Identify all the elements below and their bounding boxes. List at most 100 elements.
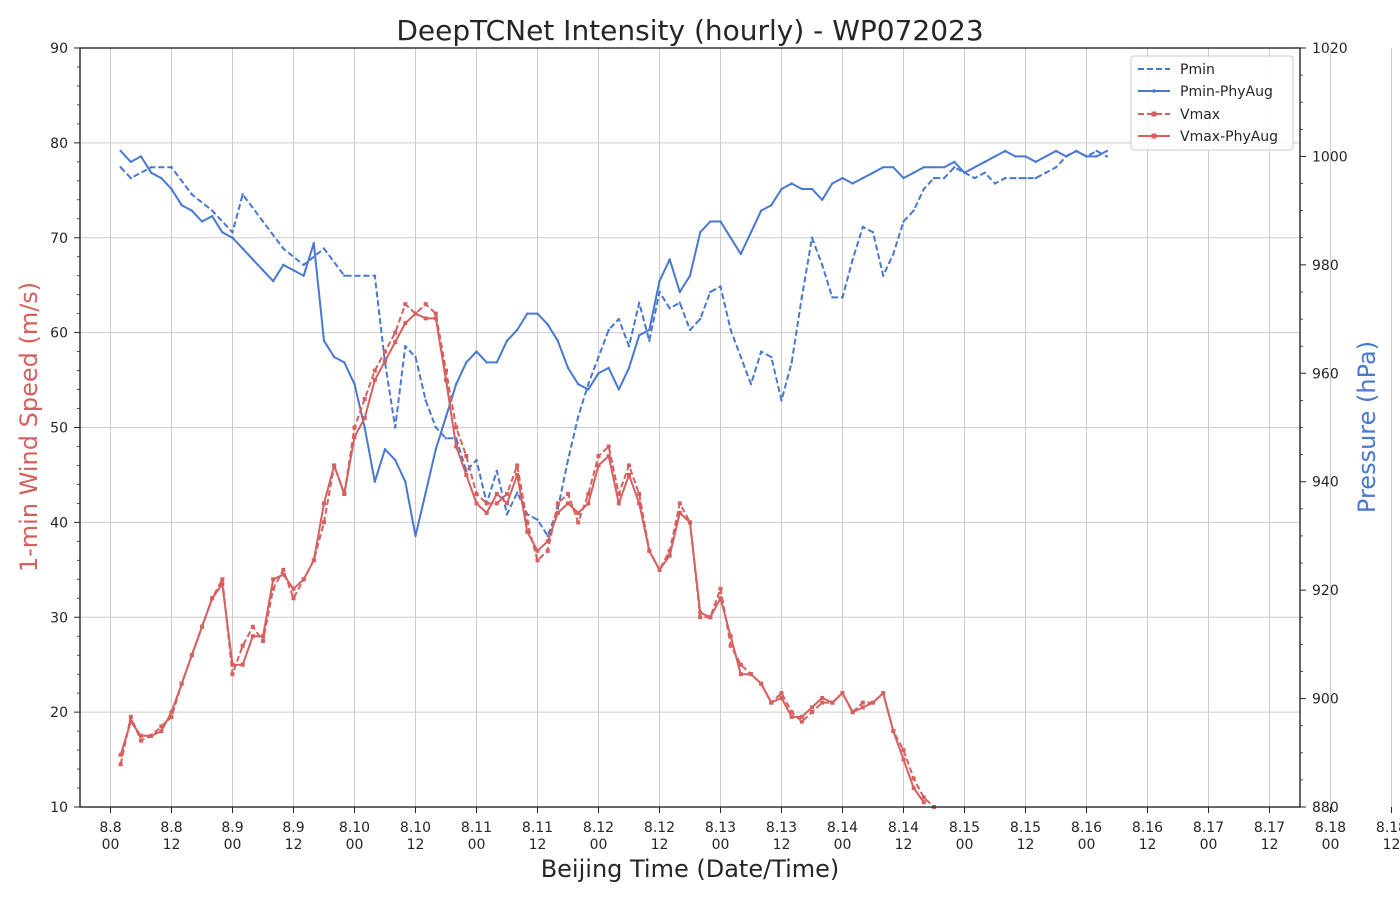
data-point-pmin [739,355,743,359]
data-point-pmin [434,426,438,429]
data-point-pmin-phyaug [495,361,499,364]
data-point-pmin [515,491,519,494]
data-point-vmax-phyaug [555,510,560,515]
data-point-vmax-phyaug [708,615,713,620]
x-tick-label-date: 8.8 [160,820,182,836]
data-point-pmin-phyaug [383,447,387,451]
data-point-vmax [698,615,703,620]
right-tick-label: 1000 [1312,149,1348,165]
data-point-pmin-phyaug [739,252,743,256]
data-point-vmax [627,463,631,468]
data-point-pmin-phyaug [1034,160,1037,164]
data-point-vmax [423,302,428,307]
data-point-pmin-phyaug [871,171,875,174]
data-point-pmin [973,176,976,180]
data-point-pmin [1024,176,1027,180]
data-point-pmin-phyaug [770,204,773,207]
x-tick-label-date: 8.15 [949,820,980,836]
data-point-pmin-phyaug [393,458,397,462]
data-point-vmax-phyaug [118,752,123,757]
left-tick-label: 20 [50,705,68,721]
legend-label-vmax-phyaug: Vmax-PhyAug [1180,129,1278,145]
data-point-pmin-phyaug [302,274,305,277]
data-point-pmin [322,247,326,250]
data-point-pmin-phyaug [505,339,509,342]
data-point-pmin [1034,176,1037,180]
data-point-pmin-phyaug [902,176,905,180]
legend-item-pmin-phyaug: Pmin-PhyAug [1138,84,1273,100]
data-point-vmax [372,368,377,373]
data-point-pmin-phyaug [627,366,631,370]
x-tick-label-time: 00 [468,837,486,853]
data-point-pmin [231,231,234,234]
data-point-pmin-phyaug [312,241,316,245]
data-point-vmax-phyaug [322,501,326,506]
x-tick-label-time: 00 [102,837,120,853]
data-point-pmin-phyaug [861,176,865,180]
data-point-pmin [261,220,265,223]
data-point-vmax-phyaug [189,653,194,658]
x-tick-label-time: 00 [1078,837,1096,853]
data-point-pmin-phyaug [404,480,407,483]
x-tick-label-time: 00 [834,837,852,853]
data-point-vmax [444,368,448,373]
data-point-pmin-phyaug [343,361,346,364]
x-tick-label-date: 8.12 [583,820,614,836]
data-point-pmin [993,182,997,185]
data-point-vmax-phyaug [667,553,672,558]
data-point-pmin-phyaug [271,279,275,283]
data-point-pmin-phyaug [719,220,722,223]
data-point-pmin-phyaug [454,382,458,386]
data-point-pmin-phyaug [251,258,255,261]
data-point-pmin [953,166,956,169]
data-point-pmin-phyaug [444,415,448,418]
data-point-vmax-phyaug [738,672,743,677]
data-point-pmin [861,225,865,229]
data-point-vmax-phyaug [606,453,611,458]
data-point-vmax-phyaug [433,316,438,321]
data-point-pmin [546,534,549,538]
data-point-pmin [658,290,661,294]
legend-item-pmin: Pmin [1138,62,1215,78]
data-point-pmin-phyaug [292,269,295,272]
data-point-pmin-phyaug [1075,149,1078,153]
legend-marker-vmax-phyaug [1151,133,1157,139]
data-point-vmax [261,638,265,643]
data-point-vmax [555,501,560,506]
data-point-vmax-phyaug [657,567,662,572]
x-tick-label-time: 00 [956,837,974,853]
x-tick-label-date: 8.10 [339,820,370,836]
x-tick-label-date: 8.9 [282,820,304,836]
data-point-vmax [799,719,804,724]
data-point-pmin [587,382,590,386]
x-tick-label-date: 8.18 [1315,820,1346,836]
data-point-vmax [362,397,367,402]
data-point-pmin-phyaug [780,187,783,191]
data-point-pmin-phyaug [536,312,539,315]
data-point-vmax-phyaug [566,501,570,506]
data-point-vmax [820,700,825,705]
x-tick-label-time: 00 [590,837,608,853]
data-point-vmax-phyaug [403,321,408,326]
data-point-pmin-phyaug [597,372,600,375]
data-point-pmin-phyaug [200,220,204,223]
data-point-pmin [597,355,600,359]
data-point-vmax-phyaug [423,316,428,321]
data-point-pmin-phyaug [424,491,427,494]
data-point-pmin [851,258,854,261]
data-point-vmax-phyaug [159,729,164,734]
data-point-pmin-phyaug [698,231,702,234]
data-point-vmax-phyaug [830,700,835,705]
x-tick-label-time: 12 [1139,837,1157,853]
data-point-vmax-phyaug [860,705,865,710]
data-point-pmin [719,285,722,288]
data-point-pmin-phyaug [912,171,915,174]
data-point-vmax-phyaug [271,577,276,582]
data-point-pmin [1044,171,1048,174]
data-point-vmax [667,548,672,553]
legend-label-pmin: Pmin [1180,62,1215,78]
series-layer [118,149,1109,809]
x-tick-label-time: 12 [895,837,913,853]
data-point-vmax-phyaug [749,672,753,677]
